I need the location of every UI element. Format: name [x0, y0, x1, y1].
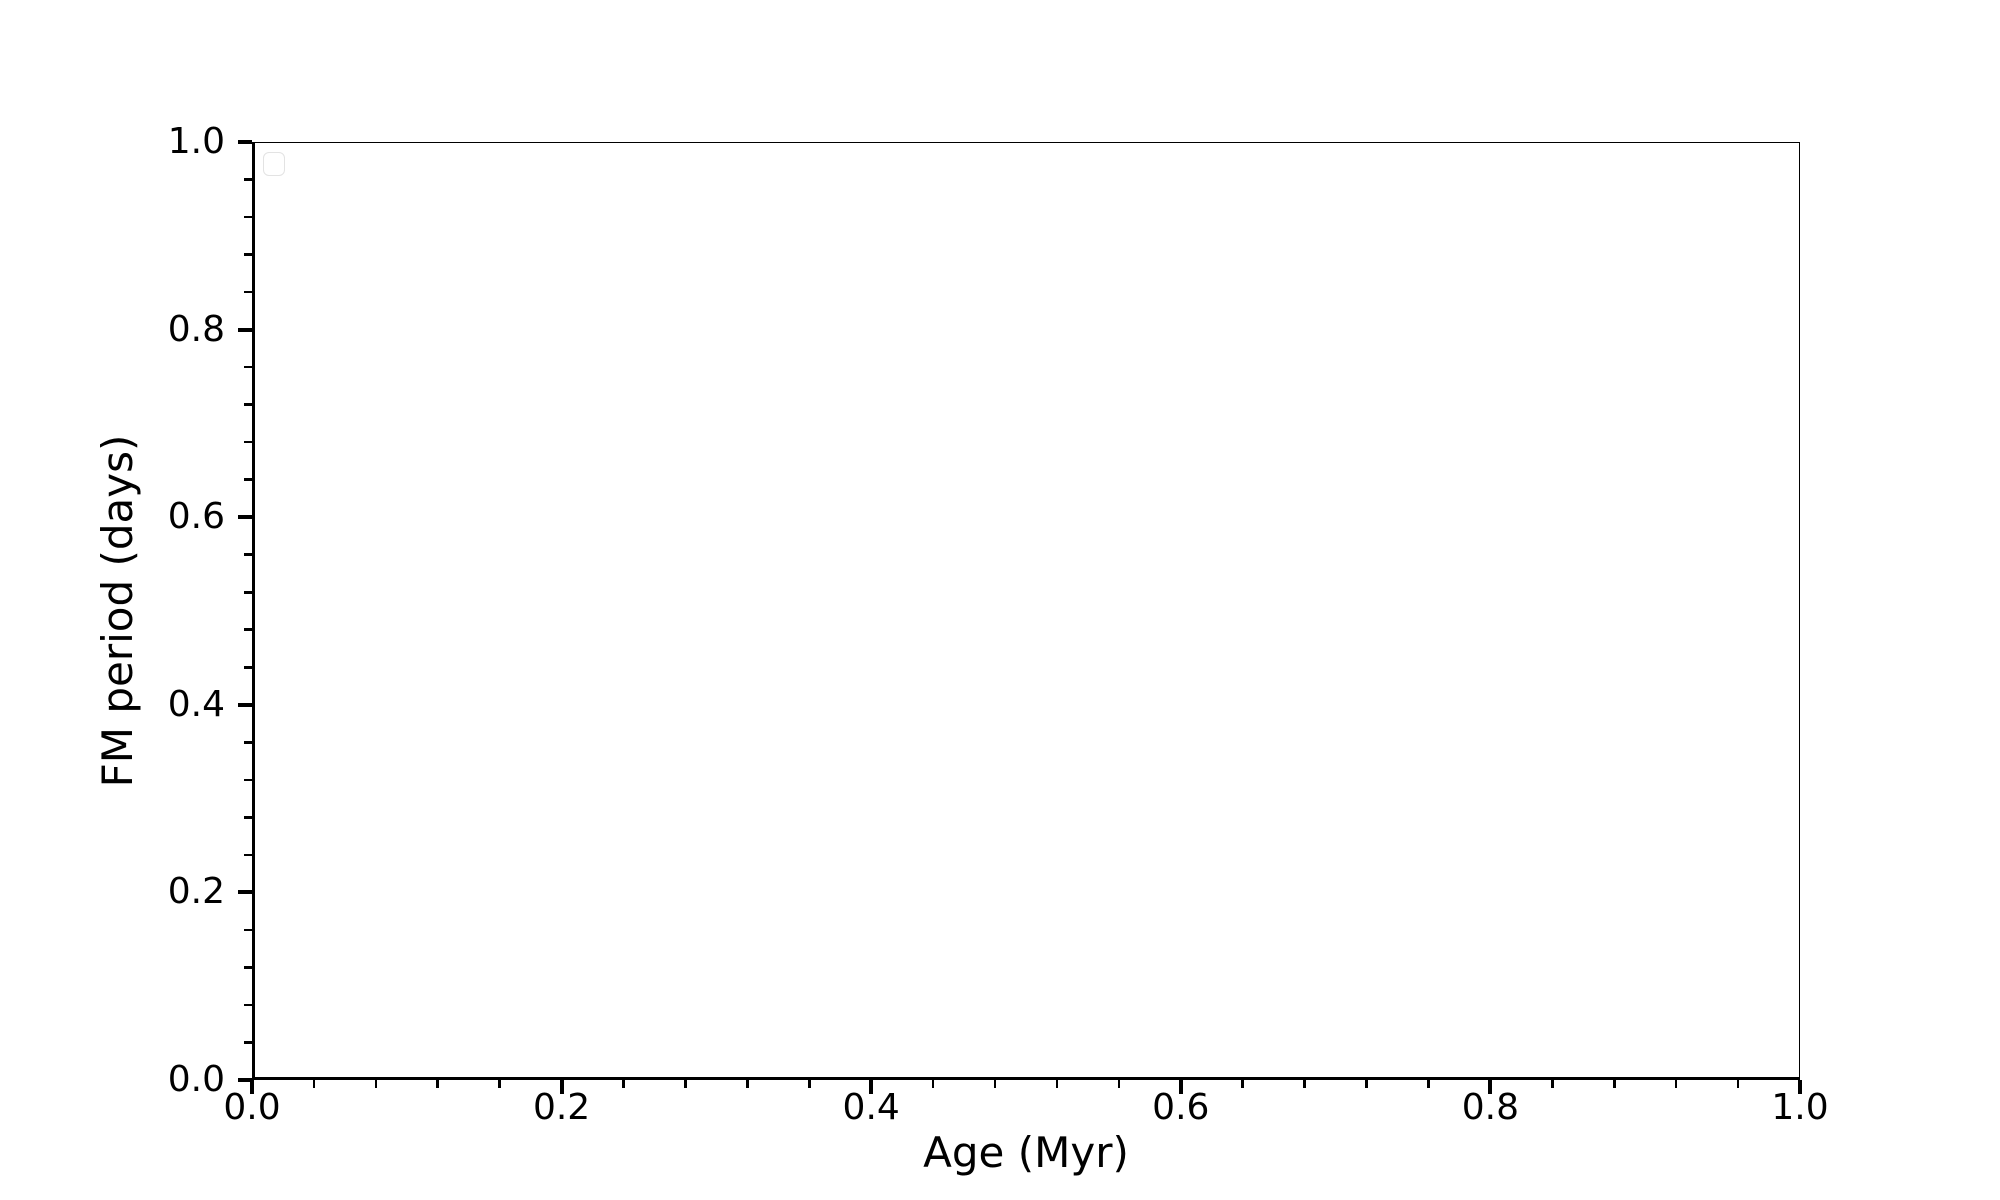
axis-spine-bottom [252, 1077, 1800, 1080]
y-tick-minor [244, 440, 252, 444]
x-tick-minor [1551, 1080, 1554, 1088]
x-tick-minor [498, 1080, 501, 1088]
x-axis-title: Age (Myr) [923, 1128, 1129, 1177]
y-tick-label: 0.8 [167, 308, 225, 350]
y-tick-minor [244, 253, 252, 256]
x-tick-major [1488, 1080, 1493, 1094]
y-tick-minor [244, 666, 252, 669]
x-tick-minor [1303, 1080, 1306, 1088]
x-tick-minor [436, 1080, 440, 1088]
x-tick-minor [1055, 1080, 1059, 1088]
y-tick-minor [244, 1041, 252, 1044]
y-tick-minor [244, 178, 252, 181]
axis-spine-right [1798, 142, 1800, 1080]
y-axis-title: FM period (days) [93, 434, 142, 788]
x-tick-major [250, 1080, 254, 1094]
y-tick-minor [244, 290, 252, 294]
x-tick-minor [622, 1080, 625, 1088]
x-tick-minor [374, 1080, 378, 1088]
x-tick-minor [684, 1080, 687, 1088]
y-tick-minor [244, 478, 252, 481]
y-tick-minor [244, 816, 252, 819]
x-tick-label: 0.4 [842, 1087, 900, 1128]
x-tick-minor [807, 1080, 811, 1088]
y-tick-minor [244, 365, 252, 369]
x-tick-label: 0.0 [223, 1087, 281, 1128]
y-tick-label: 1.0 [167, 121, 225, 162]
x-tick-major [869, 1080, 874, 1094]
y-tick-major [238, 1078, 252, 1082]
x-tick-major [559, 1080, 564, 1094]
x-tick-minor [1736, 1080, 1740, 1088]
y-tick-major [238, 327, 252, 332]
x-tick-major [1178, 1080, 1183, 1094]
y-tick-minor [244, 966, 252, 969]
x-tick-minor [1241, 1080, 1244, 1088]
y-tick-major [238, 702, 252, 707]
x-tick-major [1798, 1080, 1802, 1094]
y-tick-minor [244, 590, 252, 594]
y-tick-label: 0.6 [167, 496, 225, 538]
y-tick-minor [244, 741, 252, 744]
x-tick-minor [1117, 1080, 1121, 1088]
x-tick-minor [1365, 1080, 1368, 1088]
axis-spine-top [252, 142, 1800, 144]
y-tick-minor [244, 628, 252, 632]
y-tick-major [238, 515, 252, 520]
y-tick-minor [244, 553, 252, 557]
x-tick-minor [1612, 1080, 1616, 1088]
axis-spine-left [252, 142, 255, 1080]
y-tick-label: 0.4 [167, 683, 225, 725]
x-tick-minor [312, 1080, 316, 1088]
y-tick-major [238, 890, 252, 895]
y-tick-minor [244, 778, 252, 782]
y-tick-minor [244, 853, 252, 857]
x-tick-label: 0.6 [1152, 1087, 1210, 1128]
y-tick-label: 0.2 [167, 871, 225, 913]
y-tick-minor [244, 1003, 252, 1007]
x-tick-label: 0.2 [532, 1087, 591, 1128]
x-tick-label: 1.0 [1771, 1087, 1829, 1128]
plot-area [238, 140, 1802, 1094]
y-tick-minor [244, 403, 252, 406]
x-tick-label: 0.8 [1461, 1087, 1520, 1128]
x-tick-minor [1427, 1080, 1430, 1088]
x-tick-minor [746, 1080, 749, 1088]
x-tick-minor [931, 1080, 935, 1088]
x-tick-minor [993, 1080, 997, 1088]
x-tick-minor [1674, 1080, 1678, 1088]
y-tick-minor [244, 928, 252, 932]
y-tick-label: 0.0 [167, 1059, 225, 1100]
legend-box[interactable] [263, 152, 285, 176]
y-tick-major [238, 140, 252, 144]
y-tick-minor [244, 215, 252, 219]
